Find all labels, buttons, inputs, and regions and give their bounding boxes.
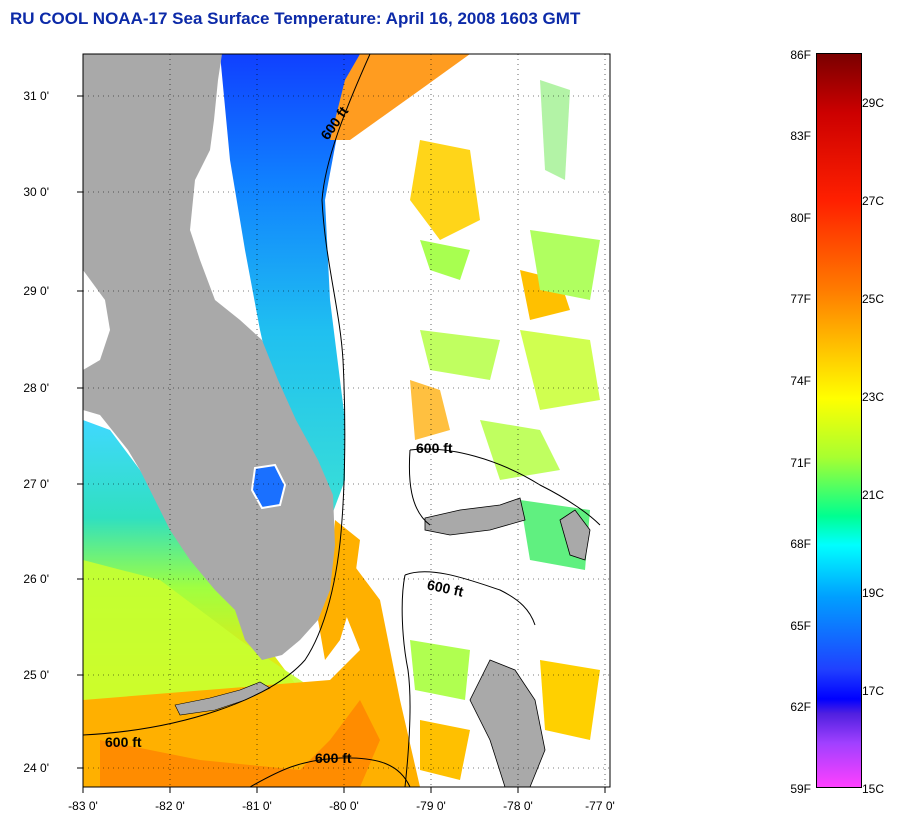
florida-land <box>83 54 335 660</box>
colorbar-f-label: 71F <box>790 456 811 470</box>
warm-patch <box>410 140 480 240</box>
lon-tick-label: -78 0' <box>503 799 533 813</box>
gulfstream-warm-edge <box>330 54 470 140</box>
lon-tick-label: -79 0' <box>416 799 446 813</box>
colorbar-f-label: 83F <box>790 129 811 143</box>
isobath-600ft <box>408 449 431 526</box>
colorbar-c-label: 17C <box>862 684 885 698</box>
warm-patch <box>540 660 600 740</box>
green-patch <box>540 80 570 180</box>
okeechobee-lake <box>250 463 287 510</box>
lat-tick-label: 28 0' <box>23 381 49 395</box>
green-patch <box>520 330 600 410</box>
green-patch <box>420 240 470 280</box>
colorbar-f-label: 68F <box>790 537 811 551</box>
green-patch <box>410 640 470 700</box>
colorbar-c-label: 15C <box>862 782 885 796</box>
page-title: RU COOL NOAA-17 Sea Surface Temperature:… <box>10 9 581 28</box>
lat-tick-label: 25 0' <box>23 668 49 682</box>
colorbar-f-label: 74F <box>790 374 811 388</box>
warm-patch <box>420 720 470 780</box>
contour-label: 600 ft <box>416 440 453 456</box>
lon-tick-label: -81 0' <box>242 799 272 813</box>
contour-label: 600 ft <box>105 734 142 750</box>
lat-tick-label: 27 0' <box>23 477 49 491</box>
colorbar-f-label: 80F <box>790 211 811 225</box>
lon-tick-label: -83 0' <box>68 799 98 813</box>
colorbar-c-label: 27C <box>862 194 885 208</box>
green-patch <box>530 230 600 300</box>
isobath-600ft <box>401 574 411 787</box>
lon-tick-label: -82 0' <box>155 799 185 813</box>
lat-tick-label: 24 0' <box>23 761 49 775</box>
south-warm-water <box>83 560 420 787</box>
lat-tick-label: 30 0' <box>23 185 49 199</box>
lon-tick-label: -80 0' <box>329 799 359 813</box>
gulfstream-band <box>318 520 360 660</box>
big-bend-coast <box>83 270 110 370</box>
colorbar-f-label: 65F <box>790 619 811 633</box>
isobath-600ft <box>404 571 536 626</box>
gulf-warm-water <box>83 560 330 720</box>
contour-label: 600 ft <box>315 750 352 766</box>
green-patch <box>420 330 500 380</box>
colorbar-c-label: 19C <box>862 586 885 600</box>
colorbar-f-label: 62F <box>790 700 811 714</box>
isobath-600ft <box>409 448 601 526</box>
colorbar-c-label: 29C <box>862 96 885 110</box>
axis-ticks <box>77 95 606 793</box>
map-border <box>82 53 611 788</box>
colorbar-c-label: 23C <box>862 390 885 404</box>
grid-lines <box>83 54 610 787</box>
lat-tick-label: 29 0' <box>23 284 49 298</box>
colorbar-f-label: 86F <box>790 48 811 62</box>
isobath-600ft <box>83 54 371 736</box>
andros <box>469 659 546 787</box>
isobath-600ft <box>249 757 411 787</box>
colorbar-f-label: 77F <box>790 292 811 306</box>
lat-tick-label: 31 0' <box>23 89 49 103</box>
colorbar-f-label: 59F <box>790 782 811 796</box>
lat-tick-label: 26 0' <box>23 572 49 586</box>
abaco <box>559 509 591 561</box>
grand-bahama <box>424 497 526 536</box>
south-hot-water <box>100 700 380 787</box>
colorbar-c-label: 21C <box>862 488 885 502</box>
lon-tick-label: -77 0' <box>585 799 615 813</box>
temperature-colorbar <box>816 53 862 788</box>
colorbar-c-label: 25C <box>862 292 885 306</box>
warm-patch <box>410 380 450 440</box>
